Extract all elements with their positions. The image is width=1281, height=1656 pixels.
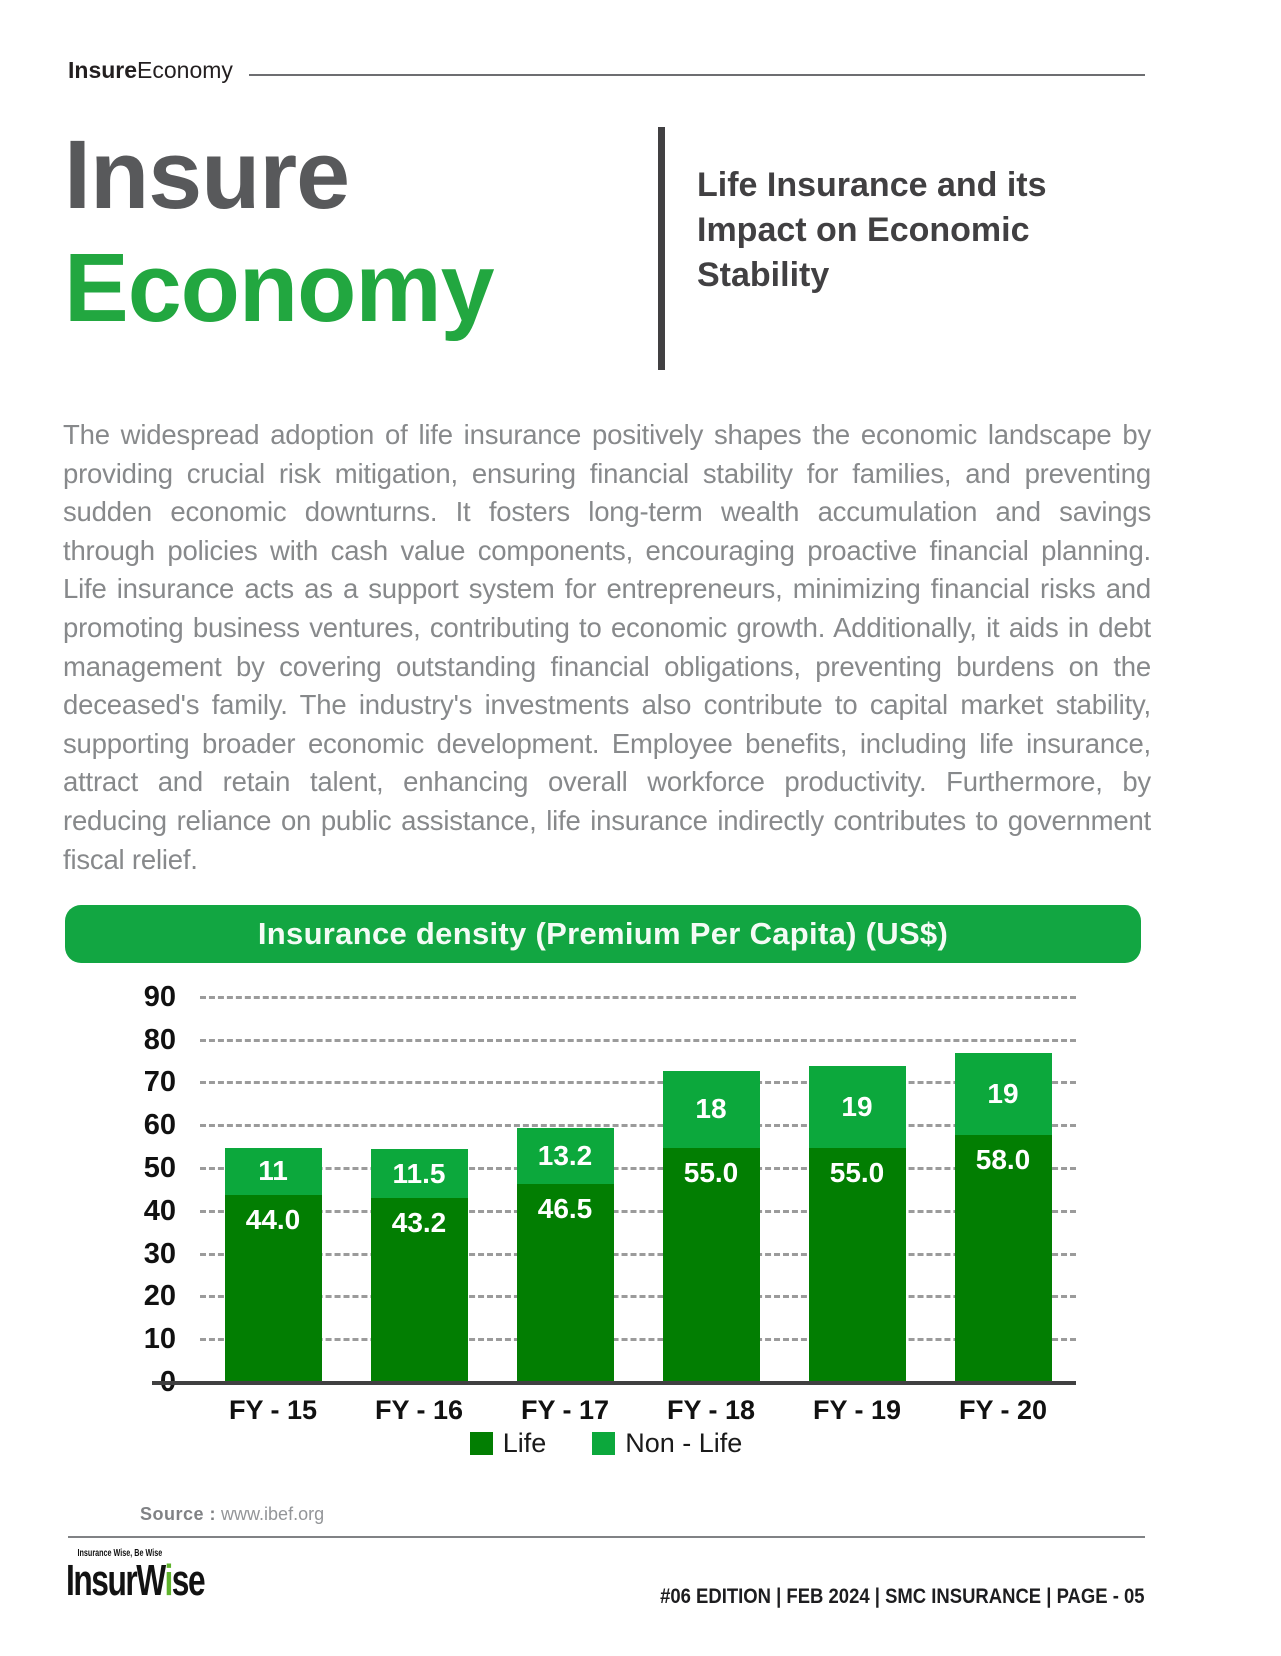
bar-nonlife-FY-16: 11.5 (370, 1148, 468, 1199)
legend-swatch-life (469, 1432, 493, 1455)
legend-item-non-life: Non - Life (592, 1428, 742, 1459)
gridline-30 (200, 1252, 1076, 1256)
y-tick-50: 50 (143, 1151, 176, 1184)
x-label-FY-19: FY - 19 (812, 1395, 902, 1425)
bar-life-FY-16: 43.2 (370, 1198, 468, 1383)
brand-regular: Economy (137, 57, 233, 83)
logo-green-letter: i (164, 1556, 173, 1605)
x-label-FY-17: FY - 17 (520, 1395, 610, 1425)
source-value: www.ibef.org (221, 1504, 325, 1524)
header-rule (248, 73, 1145, 76)
bar-nonlife-value: 11 (258, 1155, 288, 1187)
article-body: The widespread adoption of life insuranc… (63, 419, 1151, 875)
brand-wordmark: InsureEconomy (68, 57, 233, 84)
legend-label: Life (502, 1428, 547, 1458)
bar-life-value: 44.0 (245, 1203, 301, 1235)
legend-swatch-non-life (592, 1432, 616, 1455)
brand-bold: Insure (68, 57, 138, 83)
y-tick-90: 90 (143, 980, 176, 1013)
title-divider (658, 127, 665, 370)
bar-life-value: 58.0 (975, 1143, 1031, 1175)
bar-nonlife-value: 19 (987, 1078, 1019, 1110)
y-tick-80: 80 (143, 1023, 176, 1056)
gridline-50 (200, 1167, 1076, 1170)
logo-part1: InsurW (66, 1556, 166, 1605)
source-note: Source : www.ibef.org (140, 1504, 324, 1525)
chart-title-bar: Insurance density (Premium Per Capita) (… (65, 905, 1141, 963)
y-tick-40: 40 (143, 1194, 176, 1227)
y-tick-30: 30 (143, 1237, 176, 1270)
gridline-20 (200, 1295, 1076, 1299)
bar-nonlife-value: 13.2 (537, 1139, 593, 1171)
y-tick-70: 70 (143, 1066, 176, 1099)
gridline-90 (200, 995, 1076, 999)
bar-nonlife-FY-19: 19 (808, 1066, 906, 1148)
bar-nonlife-FY-15: 11 (224, 1147, 322, 1195)
brand-header: InsureEconomy (68, 57, 1145, 84)
footer-rule (68, 1536, 1145, 1538)
y-tick-10: 10 (143, 1323, 176, 1356)
page-title-line2: Economy (64, 233, 495, 342)
bar-life-value: 43.2 (391, 1207, 447, 1239)
article-subtitle: Life Insurance and its Impact on Economi… (697, 166, 1047, 294)
page-title: Insure Economy (64, 118, 495, 344)
y-tick-60: 60 (143, 1109, 176, 1142)
logo-part2: se (171, 1556, 206, 1605)
gridline-10 (200, 1338, 1076, 1342)
edition-info: #06 EDITION | FEB 2024 | SMC INSURANCE |… (660, 1585, 1145, 1608)
gridline-70 (200, 1081, 1076, 1085)
legend-item-life: Life (469, 1428, 547, 1459)
x-label-FY-20: FY - 20 (958, 1395, 1048, 1425)
logo-wordmark: InsurWise (66, 1556, 206, 1605)
insurwise-logo: Insurance Wise, Be Wise InsurWise (66, 1548, 206, 1605)
bar-life-value: 55.0 (829, 1156, 885, 1188)
bar-nonlife-FY-20: 19 (954, 1053, 1052, 1135)
x-label-FY-15: FY - 15 (228, 1395, 318, 1425)
bar-life-FY-17: 46.5 (516, 1183, 614, 1383)
bar-life-FY-20: 58.0 (954, 1134, 1052, 1383)
bar-life-FY-19: 55.0 (808, 1147, 906, 1383)
bar-life-FY-15: 44.0 (224, 1194, 322, 1383)
x-label-FY-18: FY - 18 (666, 1395, 756, 1425)
y-tick-20: 20 (143, 1280, 176, 1313)
x-axis-line (152, 1381, 1076, 1385)
gridline-40 (200, 1209, 1076, 1213)
x-label-FY-16: FY - 16 (374, 1395, 464, 1425)
bar-life-value: 55.0 (683, 1156, 739, 1188)
bar-nonlife-value: 19 (841, 1090, 873, 1122)
gridline-60 (200, 1124, 1076, 1128)
page-title-line1: Insure (64, 120, 350, 229)
bar-life-FY-18: 55.0 (662, 1147, 760, 1383)
chart-legend: Life Non - Life (68, 1428, 1144, 1459)
gridline-80 (200, 1038, 1076, 1042)
legend-label: Non - Life (625, 1428, 743, 1458)
bar-nonlife-FY-17: 13.2 (516, 1127, 614, 1184)
bar-nonlife-value: 11.5 (392, 1157, 446, 1189)
logo-tagline: Insurance Wise, Be Wise (77, 1548, 163, 1559)
source-label: Source : (140, 1504, 217, 1524)
bar-nonlife-value: 18 (695, 1093, 727, 1125)
bar-life-value: 46.5 (537, 1192, 593, 1224)
bar-nonlife-FY-18: 18 (662, 1070, 760, 1148)
chart-title: Insurance density (Premium Per Capita) (… (257, 916, 949, 951)
